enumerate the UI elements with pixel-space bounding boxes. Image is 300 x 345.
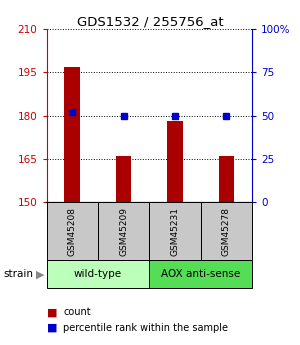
- Text: GSM45278: GSM45278: [222, 207, 231, 256]
- Bar: [46, 260, 149, 288]
- Bar: [98, 202, 149, 260]
- Text: percentile rank within the sample: percentile rank within the sample: [63, 323, 228, 333]
- Text: ■: ■: [46, 307, 57, 317]
- Text: GSM45231: GSM45231: [170, 207, 179, 256]
- Bar: [149, 260, 252, 288]
- Text: GSM45208: GSM45208: [68, 207, 77, 256]
- Bar: [116, 156, 131, 202]
- Bar: [201, 202, 252, 260]
- Text: ■: ■: [46, 323, 57, 333]
- Text: strain: strain: [3, 269, 33, 279]
- Bar: [219, 156, 234, 202]
- Bar: [64, 67, 80, 202]
- Bar: [167, 121, 183, 202]
- Text: wild-type: wild-type: [74, 269, 122, 279]
- Bar: [149, 202, 201, 260]
- Text: GSM45209: GSM45209: [119, 207, 128, 256]
- Text: AOX anti-sense: AOX anti-sense: [161, 269, 240, 279]
- Text: ▶: ▶: [36, 269, 45, 279]
- Text: GDS1532 / 255756_at: GDS1532 / 255756_at: [77, 16, 223, 29]
- Bar: [46, 202, 98, 260]
- Text: count: count: [63, 307, 91, 317]
